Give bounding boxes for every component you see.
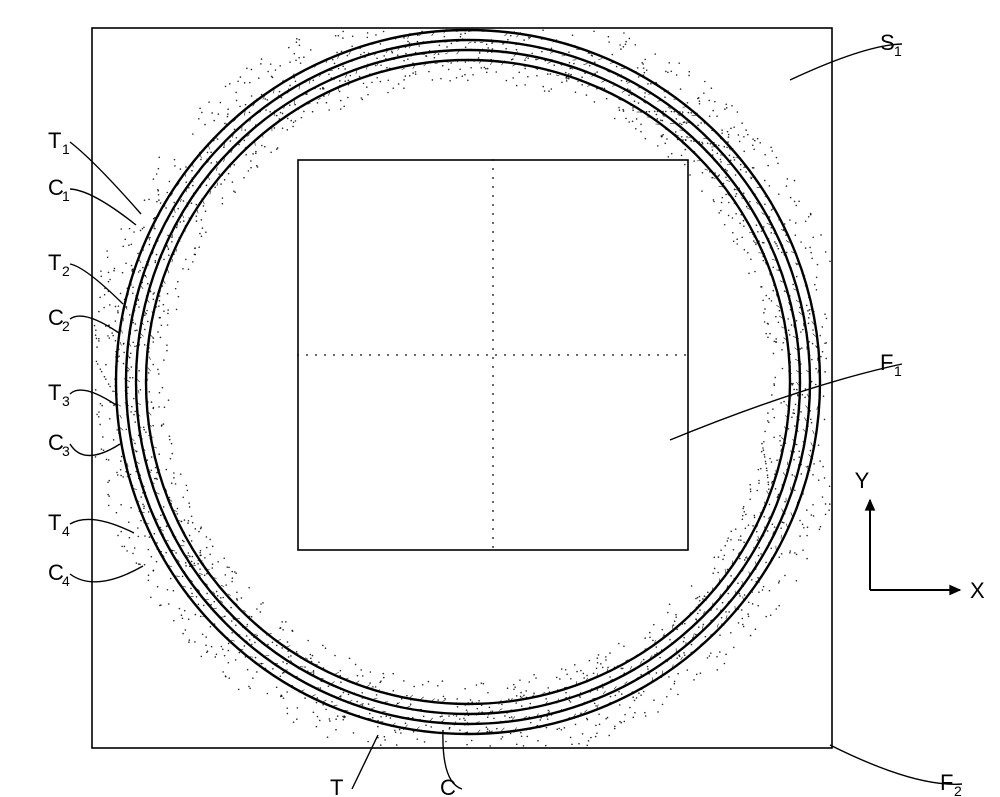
label-S1: S1 bbox=[790, 30, 902, 80]
label-left-1-sub: 1 bbox=[62, 188, 70, 204]
ring-1 bbox=[146, 60, 790, 704]
label-S1-sub: 1 bbox=[894, 43, 902, 59]
label-left-6: T4 bbox=[48, 510, 134, 539]
label-left-0-sub: 1 bbox=[62, 141, 70, 157]
label-left-5: C3 bbox=[48, 430, 120, 459]
label-left-2-text: T bbox=[48, 250, 61, 275]
label-left-2: T2 bbox=[48, 250, 123, 304]
axes: XY bbox=[855, 468, 985, 603]
label-left-6-text: T bbox=[48, 510, 61, 535]
label-left-4-text: T bbox=[48, 380, 61, 405]
diagram-root: T1C1T2C2T3C3T4C4TCS1F1F2XY bbox=[0, 0, 1000, 797]
label-left-6-sub: 4 bbox=[62, 523, 70, 539]
label-bottom-0-text: T bbox=[330, 775, 343, 797]
label-left-4: T3 bbox=[48, 380, 116, 409]
label-left-4-sub: 3 bbox=[62, 393, 70, 409]
label-left-0-text: T bbox=[48, 128, 61, 153]
label-left-3: C2 bbox=[48, 305, 119, 334]
y-axis-label: Y bbox=[855, 468, 870, 493]
label-left-2-sub: 2 bbox=[62, 263, 70, 279]
ring-2 bbox=[136, 50, 800, 714]
ring-4 bbox=[116, 30, 820, 734]
label-left-5-sub: 3 bbox=[62, 443, 70, 459]
label-F1-sub: 1 bbox=[894, 363, 902, 379]
label-bottom-0: T bbox=[330, 735, 378, 797]
label-F1-text: F bbox=[880, 350, 893, 375]
rings bbox=[116, 30, 820, 734]
x-axis-label: X bbox=[970, 578, 985, 603]
inner-frame bbox=[298, 160, 688, 550]
label-left-3-sub: 2 bbox=[62, 318, 70, 334]
label-S1-text: S bbox=[880, 30, 895, 55]
label-F2-text: F bbox=[940, 770, 953, 795]
label-left-7-sub: 4 bbox=[62, 573, 70, 589]
label-bottom-1: C bbox=[440, 730, 462, 797]
ring-texture bbox=[114, 29, 821, 734]
crosshair bbox=[297, 159, 686, 548]
label-F2: F2 bbox=[830, 745, 962, 797]
label-F2-sub: 2 bbox=[954, 783, 962, 797]
label-left-7: C4 bbox=[48, 560, 143, 589]
label-bottom-1-text: C bbox=[440, 775, 456, 797]
